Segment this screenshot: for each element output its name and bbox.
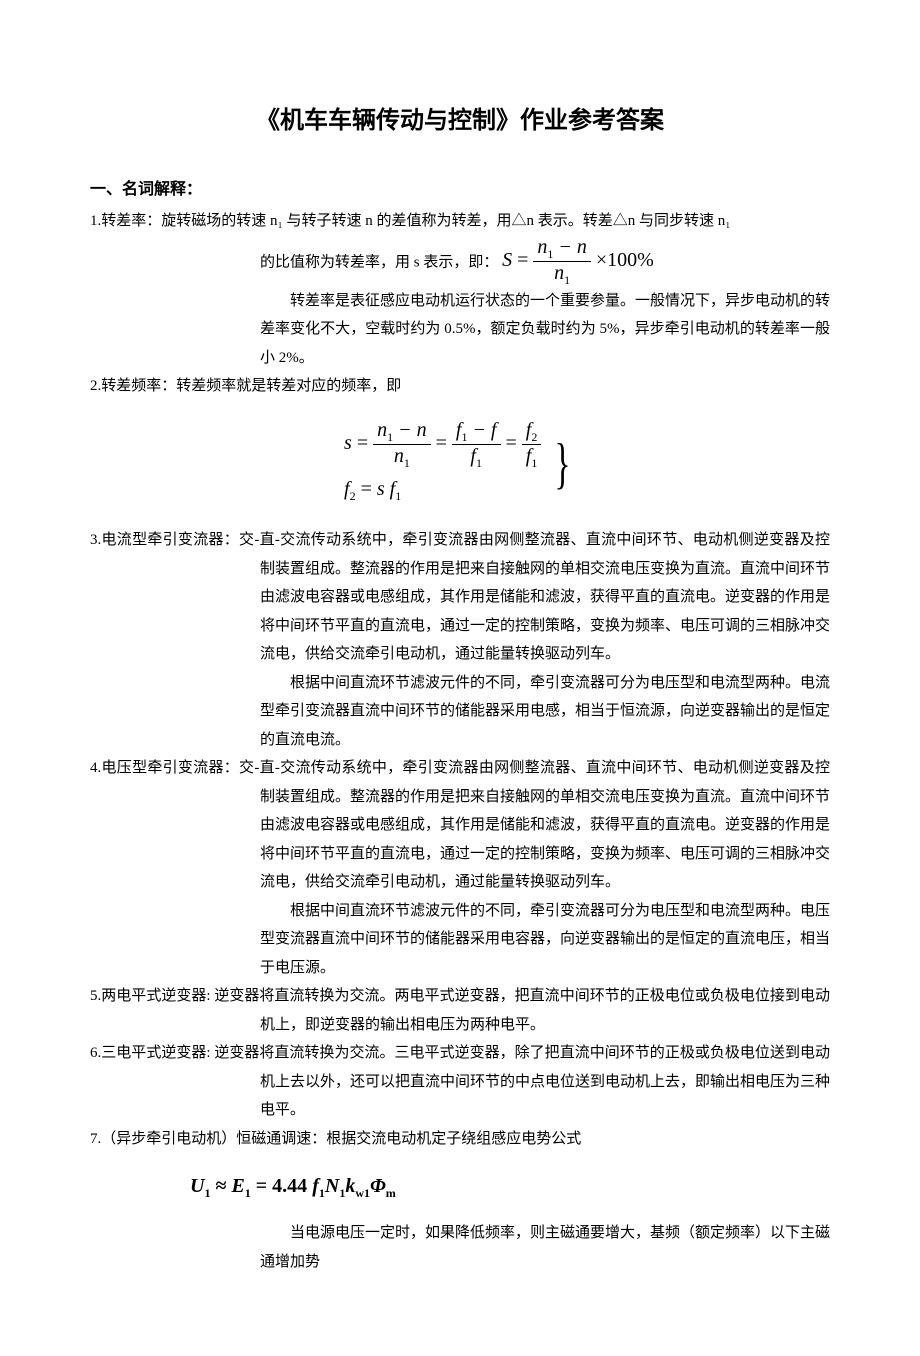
- term-4-p2: 根据中间直流环节滤波元件的不同，牵引变流器可分为电压型和电流型两种。电压型变流器…: [90, 897, 830, 983]
- page-title: 《机车车辆传动与控制》作业参考答案: [90, 100, 830, 135]
- term-2: 2.转差频率：转差频率就是转差对应的频率，即 s = n1 − nn1 = f1…: [90, 372, 830, 508]
- document-page: 《机车车辆传动与控制》作业参考答案 一、名词解释： 1.转差率：旋转磁场的转速 …: [0, 0, 920, 1356]
- section-heading: 一、名词解释：: [90, 175, 830, 199]
- term-1-lead: 1.转差率：旋转磁场的转速 n₁ 与转子转速 n 的差值称为转差，用△n 表示。…: [90, 207, 830, 236]
- formula-s: S = n1 − nn1 ×100%: [502, 249, 654, 271]
- term-7-tail: 当电源电压一定时，如果降低频率，则主磁通要增大，基频（额定频率）以下主磁通增加势: [90, 1219, 830, 1276]
- term-2-lead: 2.转差频率：转差频率就是转差对应的频率，即: [90, 372, 830, 401]
- term-1-line2: 的比值称为转差率，用 s 表示，即： S = n1 − nn1 ×100%: [90, 236, 830, 287]
- term-1: 1.转差率：旋转磁场的转速 n₁ 与转子转速 n 的差值称为转差，用△n 表示。…: [90, 207, 830, 372]
- term-5: 5.两电平式逆变器: 逆变器将直流转换为交流。两电平式逆变器，把直流中间环节的正…: [90, 982, 830, 1039]
- term-6: 6.三电平式逆变器: 逆变器将直流转换为交流。三电平式逆变器，除了把直流中间环节…: [90, 1039, 830, 1125]
- term-3-lead: 3.电流型牵引变流器：交-直-交流传动系统中，牵引变流器由网侧整流器、直流中间环…: [90, 526, 830, 669]
- term-7: 7.（异步牵引电动机）恒磁通调速：根据交流电动机定子绕组感应电势公式 U1 ≈ …: [90, 1125, 830, 1277]
- term-1-line2-text: 的比值称为转差率，用 s 表示，即：: [260, 254, 498, 270]
- term-1-para: 转差率是表征感应电动机运行状态的一个重要参量。一般情况下，异步电动机的转差率变化…: [90, 287, 830, 373]
- term-3-p2: 根据中间直流环节滤波元件的不同，牵引变流器可分为电压型和电流型两种。电流型牵引变…: [90, 669, 830, 755]
- term-5-lead: 5.两电平式逆变器: 逆变器将直流转换为交流。两电平式逆变器，把直流中间环节的正…: [90, 982, 830, 1039]
- formula-slip-freq: s = n1 − nn1 = f1 − ff1 = f2f1 f2 = s f1…: [90, 419, 830, 508]
- term-4: 4.电压型牵引变流器：交-直-交流传动系统中，牵引变流器由网侧整流器、直流中间环…: [90, 754, 830, 982]
- term-6-lead: 6.三电平式逆变器: 逆变器将直流转换为交流。三电平式逆变器，除了把直流中间环节…: [90, 1039, 830, 1125]
- term-3: 3.电流型牵引变流器：交-直-交流传动系统中，牵引变流器由网侧整流器、直流中间环…: [90, 526, 830, 754]
- formula-u1: U1 ≈ E1 = 4.44 f1N1kw1Φm: [90, 1167, 830, 1205]
- term-7-lead: 7.（异步牵引电动机）恒磁通调速：根据交流电动机定子绕组感应电势公式: [90, 1125, 830, 1154]
- term-4-lead: 4.电压型牵引变流器：交-直-交流传动系统中，牵引变流器由网侧整流器、直流中间环…: [90, 754, 830, 897]
